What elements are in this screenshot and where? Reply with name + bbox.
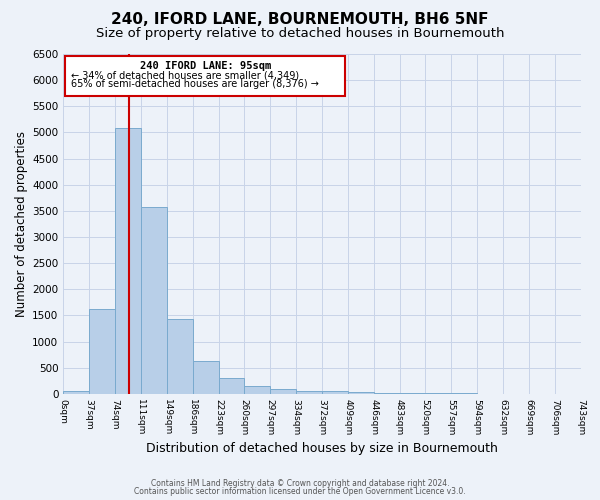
X-axis label: Distribution of detached houses by size in Bournemouth: Distribution of detached houses by size …	[146, 442, 498, 455]
Bar	[63, 391, 89, 394]
Y-axis label: Number of detached properties: Number of detached properties	[15, 131, 28, 317]
Text: 240 IFORD LANE: 95sqm: 240 IFORD LANE: 95sqm	[140, 60, 271, 70]
Text: Contains public sector information licensed under the Open Government Licence v3: Contains public sector information licen…	[134, 487, 466, 496]
Bar	[244, 386, 270, 394]
Bar	[270, 388, 296, 394]
Bar	[296, 390, 322, 394]
Text: ← 34% of detached houses are smaller (4,349): ← 34% of detached houses are smaller (4,…	[71, 70, 299, 80]
Bar	[193, 362, 218, 394]
Bar	[348, 392, 374, 394]
Bar	[167, 319, 193, 394]
Bar	[400, 393, 425, 394]
Text: Size of property relative to detached houses in Bournemouth: Size of property relative to detached ho…	[96, 28, 504, 40]
Bar	[89, 309, 115, 394]
FancyBboxPatch shape	[65, 56, 345, 96]
Text: 240, IFORD LANE, BOURNEMOUTH, BH6 5NF: 240, IFORD LANE, BOURNEMOUTH, BH6 5NF	[111, 12, 489, 28]
Bar	[322, 391, 348, 394]
Text: Contains HM Land Registry data © Crown copyright and database right 2024.: Contains HM Land Registry data © Crown c…	[151, 478, 449, 488]
Bar	[218, 378, 244, 394]
Text: 65% of semi-detached houses are larger (8,376) →: 65% of semi-detached houses are larger (…	[71, 78, 319, 88]
Bar	[115, 128, 140, 394]
Bar	[374, 393, 400, 394]
Bar	[140, 206, 167, 394]
